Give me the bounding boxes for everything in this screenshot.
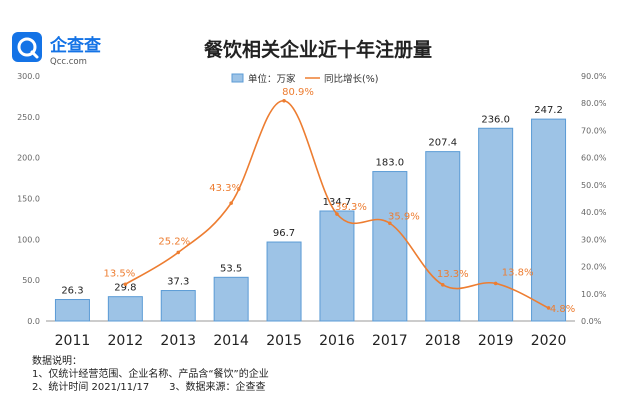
logo-search-icon (17, 37, 37, 57)
bar-data-label: 247.2 (534, 105, 563, 116)
y-right-tick-label: 70.0% (581, 126, 607, 135)
bars (54, 118, 567, 322)
legend-bar-swatch (231, 73, 244, 83)
y-right-tick-label: 60.0% (581, 154, 607, 163)
y-left-tick-label: 300.0 (17, 72, 40, 81)
bar-data-label: 96.7 (273, 228, 295, 239)
growth-data-label: 43.3% (209, 183, 241, 194)
legend-bar-label: 单位：万家 (248, 73, 296, 85)
bar (54, 299, 90, 322)
y-right-tick-label: 40.0% (581, 208, 607, 217)
growth-data-label: 13.8% (502, 267, 534, 278)
growth-point (388, 221, 392, 226)
x-tick-label: 2011 (55, 333, 91, 349)
bar-data-label: 37.3 (167, 277, 189, 288)
growth-point (123, 282, 128, 287)
bar-data-label: 53.5 (220, 263, 242, 274)
bar-data-label: 134.7 (323, 197, 352, 208)
bar (266, 241, 302, 322)
growth-data-label: 4.8% (550, 304, 575, 315)
x-tick-label: 2019 (478, 333, 514, 349)
y-right-tick-label: 90.0% (581, 72, 607, 81)
bar-labels: 26.3 29.8 37.3 53.5 96.7 134.7 183.0 207.4 236.0… (61, 105, 563, 296)
bar-data-label: 183.0 (376, 158, 405, 169)
y-right-tick-label: 30.0% (581, 235, 607, 244)
growth-data-label: 35.9% (388, 211, 420, 222)
growth-data-label: 13.3% (437, 269, 469, 280)
growth-point (282, 98, 286, 103)
bar (425, 151, 461, 322)
bar-data-label: 26.3 (61, 286, 83, 297)
x-tick-label: 2012 (108, 333, 144, 349)
notes-heading: 数据说明： (32, 356, 82, 367)
bar-data-label: 236.0 (481, 114, 510, 125)
growth-point (335, 212, 339, 216)
y-left-tick-label: 100.0 (17, 235, 40, 244)
bar (213, 276, 249, 322)
logo-name: 企查查 (49, 35, 102, 56)
chart-title: 餐饮相关企业近十年注册量 (204, 38, 432, 61)
y-right-tick-label: 10.0% (581, 290, 607, 299)
logo: 企查查 Qcc.com (12, 32, 102, 67)
bar (319, 210, 355, 322)
growth-line-path (124, 99, 549, 309)
axes: 0.0 50.0 100.0 150.0 200.0 250.0 300.0 0.0% 10.0… (17, 72, 607, 349)
x-tick-label: 2020 (531, 333, 567, 349)
bar (160, 290, 196, 322)
x-tick-label: 2014 (213, 333, 249, 349)
legend: 单位：万家 同比增长(%) (231, 73, 378, 85)
x-tick-label: 2015 (266, 333, 302, 349)
growth-data-label: 13.5% (103, 268, 135, 279)
growth-data-label: 25.2% (158, 236, 190, 247)
growth-data-label: 80.9% (282, 87, 314, 98)
notes-line-1: 1、仅统计经营范围、企业名称、产品含“餐饮”的企业 (32, 369, 269, 380)
data-notes: 数据说明： 1、仅统计经营范围、企业名称、产品含“餐饮”的企业 2、统计时间 2… (32, 355, 269, 394)
bar-data-label: 29.8 (114, 283, 136, 294)
x-tick-label: 2018 (425, 333, 461, 349)
y-left-tick-label: 250.0 (17, 113, 40, 122)
y-right-tick-label: 0.0% (581, 317, 602, 326)
growth-line (123, 98, 551, 310)
y-left-tick-label: 50.0 (22, 276, 40, 285)
x-tick-label: 2017 (372, 333, 408, 349)
bar (107, 296, 143, 322)
y-left-tick-label: 200.0 (17, 154, 40, 163)
y-right-tick-label: 20.0% (581, 263, 607, 272)
y-right-tick-label: 50.0% (581, 181, 607, 190)
bar (531, 118, 567, 322)
bar (372, 171, 408, 322)
legend-line-label: 同比增长(%) (324, 73, 378, 85)
y-left-tick-label: 150.0 (17, 195, 40, 204)
growth-point (493, 281, 498, 286)
logo-domain: Qcc.com (50, 57, 87, 67)
growth-point (440, 282, 445, 287)
y-right-tick-label: 80.0% (581, 99, 607, 108)
growth-data-label: 39.3% (335, 202, 367, 213)
growth-point (176, 250, 181, 255)
x-tick-label: 2016 (319, 333, 355, 349)
bar (478, 127, 514, 322)
notes-line-2: 2、统计时间 2021/11/17 3、数据来源：企查查 (32, 382, 266, 393)
growth-point (229, 201, 233, 205)
line-labels: 13.5% 25.2% 43.3% 80.9% 39.3% 35.9% 13.3% 13.8%… (103, 87, 575, 315)
growth-point (546, 306, 551, 310)
bar-data-label: 207.4 (428, 138, 457, 149)
y-left-tick-label: 0.0 (27, 317, 40, 326)
x-tick-label: 2013 (160, 333, 196, 349)
